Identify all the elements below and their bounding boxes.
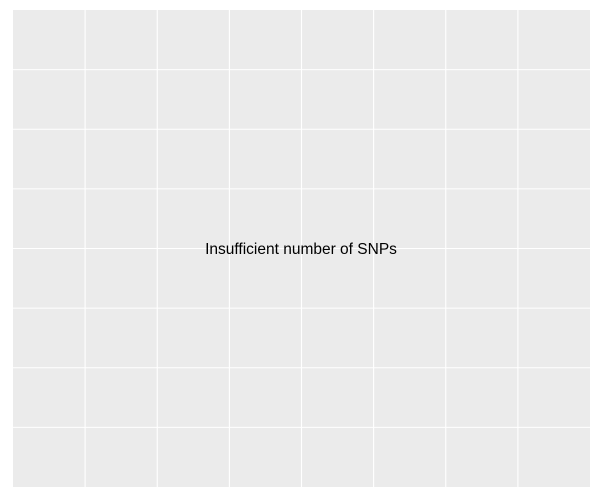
empty-plot-message: Insufficient number of SNPs	[205, 241, 397, 258]
major-gridlines	[13, 10, 590, 487]
